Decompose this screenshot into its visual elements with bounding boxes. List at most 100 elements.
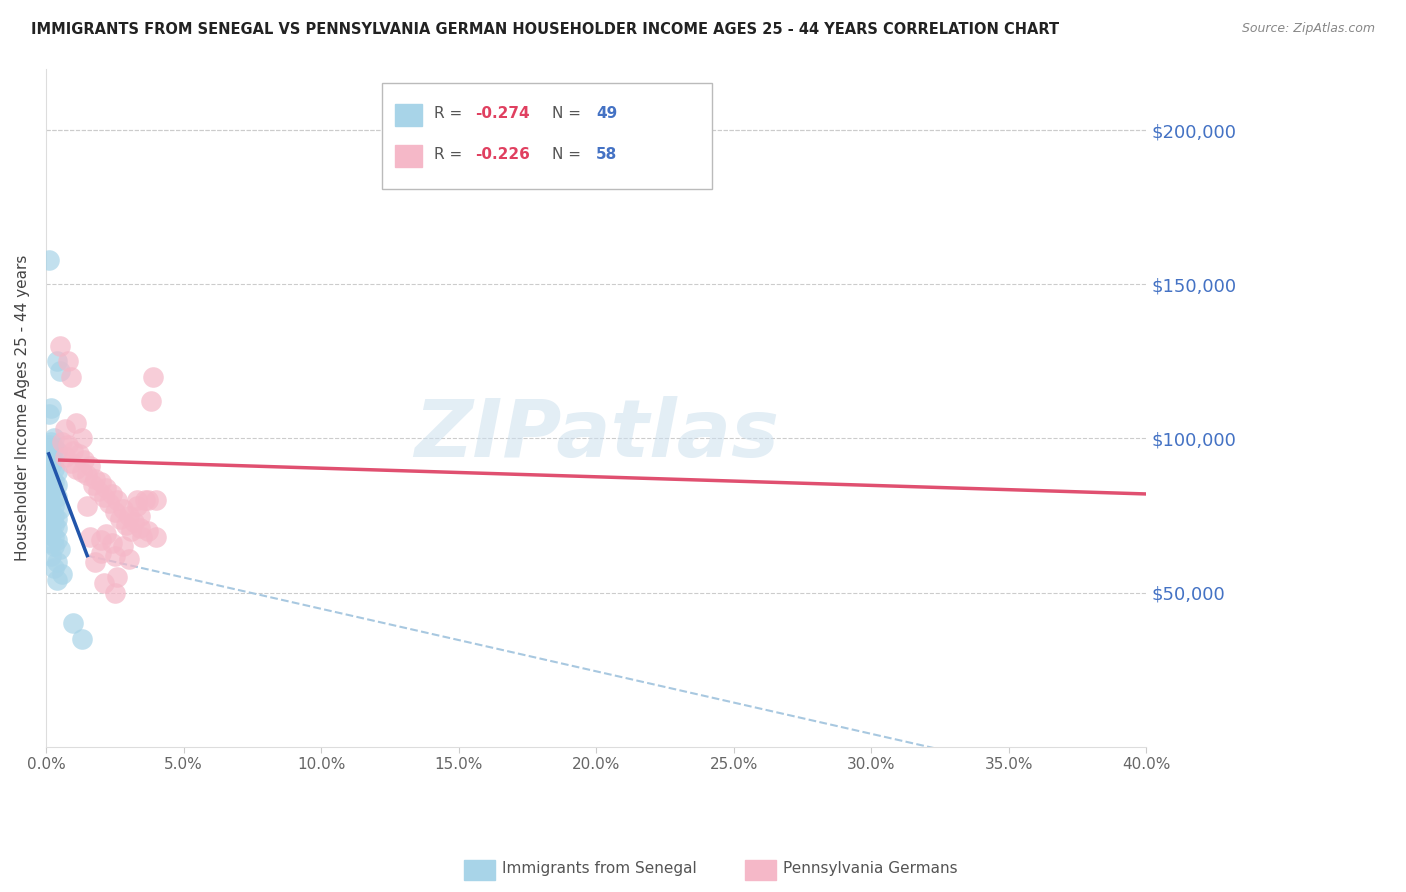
Point	[87, 483, 110, 498]
Point	[41, 471, 63, 485]
Point	[44, 487, 66, 501]
Point	[117, 551, 139, 566]
Point	[41, 483, 63, 498]
Point	[48, 364, 70, 378]
Point	[139, 394, 162, 409]
Point	[44, 508, 66, 523]
Point	[53, 422, 76, 436]
Point	[96, 481, 118, 495]
Point	[125, 493, 148, 508]
Point	[79, 530, 101, 544]
Point	[96, 527, 118, 541]
Text: N =: N =	[553, 147, 586, 162]
Point	[38, 407, 60, 421]
Point	[41, 434, 63, 449]
Point	[111, 540, 134, 554]
Point	[53, 450, 76, 464]
Point	[107, 570, 129, 584]
Point	[41, 515, 63, 529]
Point	[41, 549, 63, 563]
Point	[41, 459, 63, 474]
Point	[128, 521, 150, 535]
Point	[44, 540, 66, 554]
Text: IMMIGRANTS FROM SENEGAL VS PENNSYLVANIA GERMAN HOUSEHOLDER INCOME AGES 25 - 44 Y: IMMIGRANTS FROM SENEGAL VS PENNSYLVANIA …	[31, 22, 1059, 37]
Point	[46, 477, 69, 491]
Point	[131, 530, 153, 544]
Point	[41, 401, 63, 415]
Point	[93, 490, 115, 504]
Point	[46, 490, 69, 504]
Point	[46, 354, 69, 368]
Point	[84, 471, 107, 485]
Point	[56, 437, 79, 451]
Point	[62, 443, 84, 458]
Point	[70, 466, 93, 480]
Point	[76, 468, 98, 483]
Point	[51, 567, 73, 582]
Point	[117, 508, 139, 523]
Text: -0.274: -0.274	[475, 106, 530, 121]
Point	[62, 616, 84, 631]
Point	[41, 506, 63, 520]
Point	[104, 506, 127, 520]
Bar	[395, 104, 422, 126]
Point	[44, 432, 66, 446]
Point	[93, 576, 115, 591]
Point	[46, 555, 69, 569]
Point	[84, 555, 107, 569]
Point	[65, 462, 87, 476]
Text: -0.226: -0.226	[475, 147, 530, 162]
Point	[128, 508, 150, 523]
Point	[41, 536, 63, 550]
Text: Source: ZipAtlas.com: Source: ZipAtlas.com	[1241, 22, 1375, 36]
Point	[46, 511, 69, 525]
Point	[101, 536, 124, 550]
Point	[44, 462, 66, 476]
Point	[145, 493, 167, 508]
Point	[90, 533, 112, 548]
Point	[145, 530, 167, 544]
Point	[70, 432, 93, 446]
Point	[70, 632, 93, 646]
Point	[46, 443, 69, 458]
Point	[111, 502, 134, 516]
Point	[38, 437, 60, 451]
Point	[56, 354, 79, 368]
Point	[41, 524, 63, 538]
Point	[38, 456, 60, 470]
Point	[44, 517, 66, 532]
Bar	[745, 860, 776, 880]
Point	[101, 487, 124, 501]
Point	[46, 533, 69, 548]
Point	[120, 524, 142, 538]
Point	[65, 416, 87, 430]
Text: N =: N =	[553, 106, 586, 121]
Point	[104, 585, 127, 599]
Y-axis label: Householder Income Ages 25 - 44 years: Householder Income Ages 25 - 44 years	[15, 254, 30, 561]
Point	[41, 450, 63, 464]
Point	[76, 500, 98, 514]
Text: Pennsylvania Germans: Pennsylvania Germans	[783, 862, 957, 876]
Bar	[381, 84, 711, 188]
Point	[59, 456, 82, 470]
Point	[51, 434, 73, 449]
Point	[44, 530, 66, 544]
Point	[79, 459, 101, 474]
Point	[136, 493, 159, 508]
Point	[73, 453, 96, 467]
Point	[48, 542, 70, 557]
Point	[46, 466, 69, 480]
Point	[38, 527, 60, 541]
Point	[104, 549, 127, 563]
Point	[44, 475, 66, 489]
Point	[59, 369, 82, 384]
Text: R =: R =	[434, 106, 468, 121]
Point	[41, 496, 63, 510]
Point	[44, 500, 66, 514]
Point	[67, 447, 90, 461]
Point	[38, 468, 60, 483]
Text: R =: R =	[434, 147, 468, 162]
Point	[44, 561, 66, 575]
Point	[142, 369, 165, 384]
Text: 58: 58	[596, 147, 617, 162]
